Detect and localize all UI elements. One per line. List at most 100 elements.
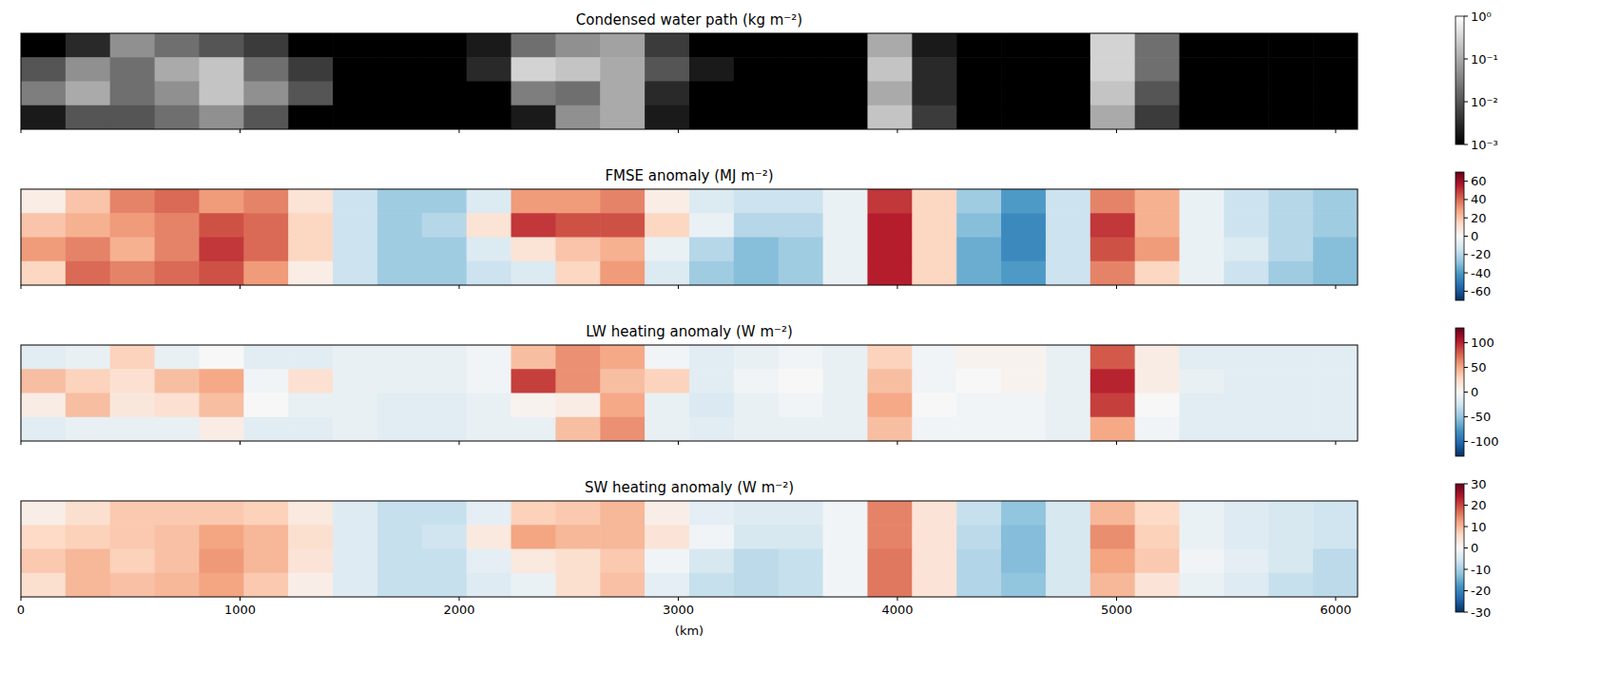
- cell: [1001, 57, 1046, 82]
- cell: [110, 33, 155, 58]
- cell: [198, 549, 244, 575]
- cell: [644, 573, 690, 598]
- cell: [332, 81, 378, 107]
- cell: [332, 105, 378, 130]
- cell: [956, 212, 1002, 238]
- cell: [867, 524, 912, 550]
- cell: [1223, 237, 1269, 263]
- cell: [288, 393, 333, 419]
- x-tick: [677, 129, 679, 134]
- cell: [466, 393, 512, 419]
- cell: [110, 57, 155, 82]
- cell: [288, 345, 333, 370]
- x-tick: [896, 597, 898, 601]
- cell: [555, 573, 600, 598]
- cell: [644, 33, 690, 58]
- cell: [1090, 368, 1136, 394]
- cell: [733, 573, 779, 598]
- cell: [823, 368, 868, 394]
- cell: [1090, 33, 1136, 58]
- cell: [823, 105, 868, 130]
- cell: [956, 57, 1002, 82]
- cell: [110, 501, 155, 526]
- colorbar-tick-label: 0: [1470, 540, 1479, 556]
- colorbar-tick-label: 10⁻¹: [1470, 52, 1499, 67]
- cell: [956, 345, 1002, 370]
- cell: [1312, 393, 1358, 419]
- cell: [1312, 524, 1358, 550]
- cell: [1223, 524, 1269, 550]
- cell: [422, 57, 467, 82]
- cell: [1090, 237, 1136, 263]
- cell: [20, 261, 66, 286]
- cell: [555, 345, 600, 370]
- cell: [956, 237, 1002, 263]
- cell: [1268, 524, 1313, 550]
- cell: [20, 524, 66, 550]
- cell: [1045, 189, 1091, 214]
- cell: [377, 81, 423, 107]
- cell: [1179, 524, 1225, 550]
- cell: [198, 261, 244, 286]
- cell: [65, 345, 111, 370]
- panel-title: FMSE anomaly (MJ m⁻²): [604, 167, 773, 185]
- colorbar-tick-label: 10: [1470, 520, 1487, 535]
- cell: [555, 189, 600, 214]
- cell: [198, 501, 244, 526]
- cell: [154, 33, 200, 58]
- cell: [422, 501, 467, 526]
- cell: [154, 212, 200, 238]
- cell: [555, 57, 600, 82]
- cell: [956, 368, 1002, 394]
- panel-title: SW heating anomaly (W m⁻²): [584, 479, 794, 497]
- cell: [644, 189, 690, 214]
- x-tick: [458, 597, 460, 601]
- x-tick: [239, 129, 241, 134]
- cell: [154, 501, 200, 526]
- cell: [867, 189, 912, 214]
- cell: [911, 105, 957, 130]
- cell: [689, 261, 734, 286]
- colorbar-tick-label: -40: [1470, 266, 1491, 281]
- cell: [778, 573, 824, 598]
- cell: [1179, 368, 1225, 394]
- cell: [644, 345, 690, 370]
- cell: [65, 81, 111, 107]
- cell: [1179, 105, 1225, 130]
- cell: [377, 524, 423, 550]
- cell: [466, 81, 512, 107]
- cell: [466, 501, 512, 526]
- cell: [377, 345, 423, 370]
- cell: [1090, 189, 1136, 214]
- cell: [1179, 57, 1225, 82]
- cell: [1268, 105, 1313, 130]
- cell: [599, 393, 645, 419]
- cell: [1179, 393, 1225, 419]
- cell: [332, 345, 378, 370]
- cell: [332, 261, 378, 286]
- cell: [20, 345, 66, 370]
- cell: [1135, 524, 1180, 550]
- cell: [1001, 417, 1046, 442]
- x-tick-label: 2000: [443, 602, 475, 617]
- cell: [911, 212, 957, 238]
- cell: [956, 393, 1002, 419]
- cell: [288, 81, 333, 107]
- x-tick: [239, 597, 241, 601]
- cell: [867, 368, 912, 394]
- cell: [65, 237, 111, 263]
- cell: [198, 393, 244, 419]
- cell: [422, 261, 467, 286]
- cell: [956, 501, 1002, 526]
- cell: [956, 81, 1002, 107]
- cell: [243, 524, 289, 550]
- cell: [733, 345, 779, 370]
- cell: [956, 573, 1002, 598]
- cell: [466, 368, 512, 394]
- colorbar-tick-label: 60: [1470, 173, 1487, 189]
- cell: [1090, 212, 1136, 238]
- cell: [1135, 189, 1180, 214]
- cell: [867, 81, 912, 107]
- cell: [823, 417, 868, 442]
- cell: [644, 524, 690, 550]
